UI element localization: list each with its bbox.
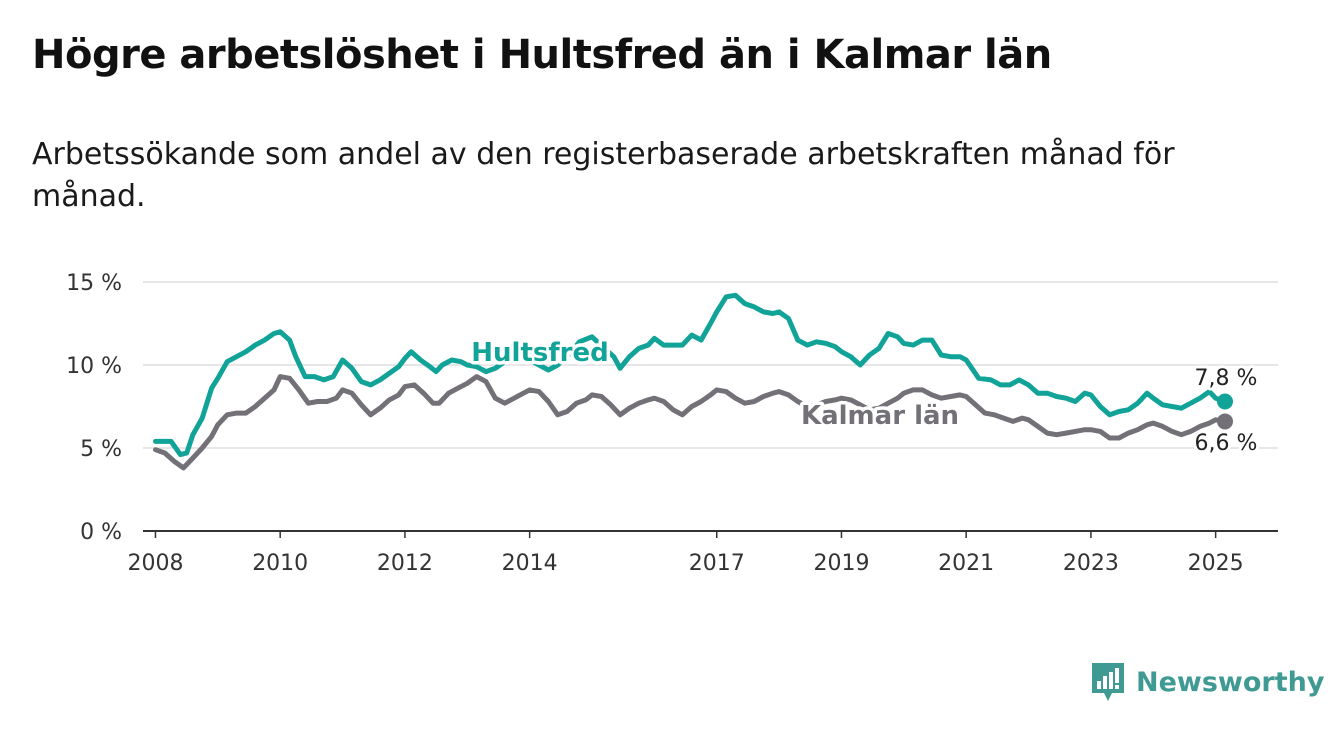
x-tick-label: 2025 xyxy=(1188,551,1244,576)
kalmar-lan-end-value-label: 6,6 % xyxy=(1195,431,1258,456)
chart-title: Högre arbetslöshet i Hultsfred än i Kalm… xyxy=(32,32,1052,78)
kalmar-lan-line xyxy=(153,374,1228,471)
y-tick-label: 5 % xyxy=(80,437,122,462)
x-axis: 2008 2010 2012 2014 2017 2019 2021 2023 2025 xyxy=(127,530,1278,576)
kalmar-lan-end-point xyxy=(1216,413,1233,430)
series-labels: Hultsfred Kalmar län 7,8 % 6,6 % xyxy=(468,335,1261,460)
hultsfred-series-label: Hultsfred xyxy=(471,338,608,368)
y-tick-label: 0 % xyxy=(80,520,122,545)
series-lines xyxy=(153,292,1233,471)
hultsfred-end-value-label: 7,8 % xyxy=(1195,366,1258,391)
x-tick-label: 2012 xyxy=(377,551,433,576)
chart-subtitle: Arbetssökande som andel av den registerb… xyxy=(32,137,1175,214)
line-chart: 0 %5 %10 %15 % 2008 2010 2012 2014 2017 2019 2… xyxy=(66,271,1278,576)
grid-lines xyxy=(143,281,1278,449)
x-tick-label: 2023 xyxy=(1063,551,1119,576)
y-axis-ticks: 0 % 5 % 10 % 15 % xyxy=(66,271,122,545)
brand-name: Newsworthy xyxy=(1136,666,1325,698)
y-tick-label: 10 % xyxy=(66,354,122,379)
x-tick-label: 2019 xyxy=(813,551,869,576)
x-tick-label: 2008 xyxy=(127,551,183,576)
hultsfred-line xyxy=(153,292,1228,458)
x-tick-label: 2014 xyxy=(502,551,558,576)
x-tick-label: 2010 xyxy=(252,551,308,576)
y-tick-label: 15 % xyxy=(66,271,122,296)
x-tick-label: 2017 xyxy=(689,551,745,576)
kalmar-lan-series-label: Kalmar län xyxy=(801,401,959,431)
newsworthy-bar-chart-icon xyxy=(1092,663,1124,701)
hultsfred-end-point xyxy=(1216,393,1233,410)
newsworthy-logo: Newsworthy xyxy=(1090,660,1324,704)
x-tick-label: 2021 xyxy=(938,551,994,576)
